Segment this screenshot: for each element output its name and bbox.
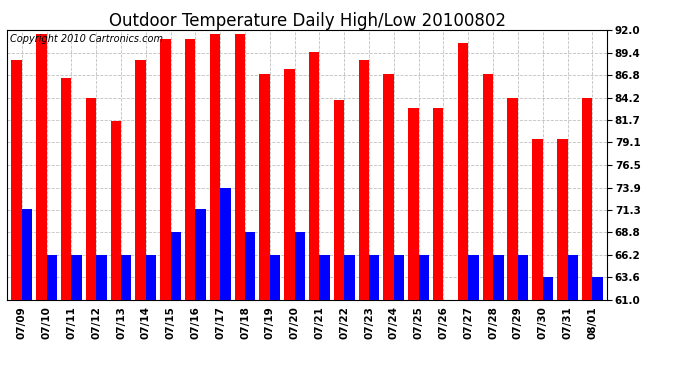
Bar <box>369 255 380 300</box>
Bar <box>469 255 479 300</box>
Bar <box>408 108 419 300</box>
Bar <box>419 255 429 300</box>
Bar <box>592 278 603 300</box>
Bar <box>259 74 270 300</box>
Bar <box>483 74 493 300</box>
Bar <box>160 39 170 300</box>
Bar <box>22 209 32 300</box>
Bar <box>245 232 255 300</box>
Bar <box>295 232 305 300</box>
Bar <box>235 34 245 300</box>
Bar <box>71 255 82 300</box>
Bar <box>309 52 319 300</box>
Bar <box>359 60 369 300</box>
Bar <box>567 255 578 300</box>
Bar <box>121 255 131 300</box>
Bar <box>61 78 71 300</box>
Bar <box>543 278 553 300</box>
Bar <box>458 43 469 300</box>
Bar <box>557 139 567 300</box>
Bar <box>384 74 394 300</box>
Title: Outdoor Temperature Daily High/Low 20100802: Outdoor Temperature Daily High/Low 20100… <box>108 12 506 30</box>
Text: Copyright 2010 Cartronics.com: Copyright 2010 Cartronics.com <box>10 34 163 44</box>
Bar <box>210 34 220 300</box>
Bar <box>319 255 330 300</box>
Bar <box>11 60 22 300</box>
Bar <box>36 34 47 300</box>
Bar <box>146 255 156 300</box>
Bar <box>394 255 404 300</box>
Bar <box>532 139 543 300</box>
Bar <box>493 255 504 300</box>
Bar <box>47 255 57 300</box>
Bar <box>344 255 355 300</box>
Bar <box>135 60 146 300</box>
Bar <box>195 209 206 300</box>
Bar <box>86 98 96 300</box>
Bar <box>334 100 344 300</box>
Bar <box>270 255 280 300</box>
Bar <box>284 69 295 300</box>
Bar <box>507 98 518 300</box>
Bar <box>582 98 592 300</box>
Bar <box>96 255 107 300</box>
Bar <box>518 255 529 300</box>
Bar <box>110 122 121 300</box>
Bar <box>220 188 230 300</box>
Bar <box>170 232 181 300</box>
Bar <box>185 39 195 300</box>
Bar <box>433 108 444 300</box>
